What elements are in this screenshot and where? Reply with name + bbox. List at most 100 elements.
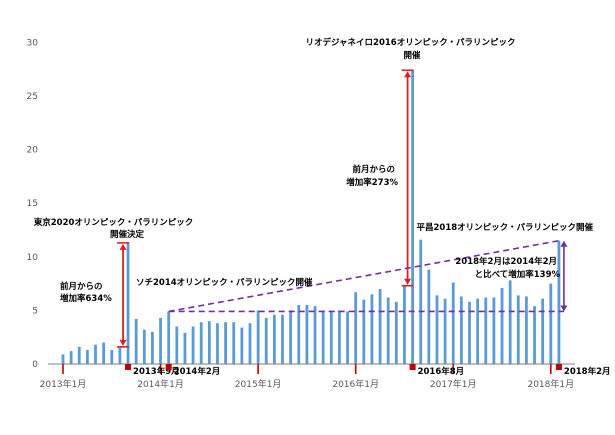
bar [370, 294, 374, 364]
bar [492, 297, 496, 364]
bar [167, 311, 171, 364]
bar [557, 240, 561, 364]
bar [297, 305, 301, 364]
bar [264, 317, 268, 364]
sochi-annotation: ソチ2014オリンピック・パラリンピック開催 [136, 277, 313, 288]
highlight-month-label: 2013年9月 [133, 366, 180, 377]
y-tick-label: 15 [27, 199, 38, 209]
highlight-marker [409, 364, 416, 370]
y-tick-label: 25 [27, 92, 38, 102]
bar [525, 296, 528, 364]
bar [240, 327, 244, 364]
increase-arrows [117, 69, 414, 348]
bar [289, 310, 293, 364]
tokyo-annotation-line-2: 開催決定 [110, 229, 145, 240]
bar [533, 306, 536, 364]
y-tick-label: 10 [27, 253, 39, 263]
pyeongchang-annotation: 平昌2018オリンピック・パラリンピック開催 [417, 222, 594, 233]
bar [427, 269, 431, 364]
x-tick-label: 2014年1月 [137, 378, 184, 390]
comparison-annotation: 2018年2月は2014年2月 と比べて増加率139% [455, 256, 560, 280]
bar [142, 329, 146, 364]
x-tick-label: 2013年1月 [40, 378, 87, 390]
bar [207, 321, 211, 364]
bar [126, 242, 130, 364]
bar [386, 297, 390, 364]
comparison-line-1: 2018年2月は2014年2月 [455, 256, 557, 267]
rio-increase-line-2: 増加率273% [346, 177, 398, 188]
tokyo-arrow-head-down [119, 339, 127, 346]
bar [459, 296, 463, 364]
bar [313, 306, 317, 364]
tokyo-increase-annotation: 前月からの 増加率634% [60, 281, 112, 304]
comparison-lines [168, 239, 568, 313]
comparison-arrow-head-down [560, 305, 568, 312]
bar [451, 282, 455, 364]
y-tick-label: 30 [27, 38, 39, 48]
bar [443, 298, 447, 364]
x-axis-ticks: 2013年1月 2014年1月 2015年1月 2016年1月 2017年1月 2018年… [40, 364, 574, 390]
x-tick-label: 2016年1月 [332, 378, 379, 390]
trend-dashed-line [168, 239, 560, 313]
bar [118, 346, 122, 364]
highlight-month-label: 2016年8月 [418, 366, 465, 377]
bar [272, 314, 276, 364]
bar-series [61, 70, 561, 364]
rio-annotation-line-1: リオデジャネイロ2016オリンピック・パラリンピック [305, 37, 515, 48]
bar [329, 311, 333, 364]
highlight-marker [555, 364, 562, 370]
bar [549, 283, 553, 364]
bar [183, 332, 187, 364]
comparison-line-2: と比べて増加率139% [475, 269, 561, 280]
bar [232, 322, 236, 364]
rio-increase-annotation: 前月からの 増加率273% [346, 164, 398, 188]
highlight-marker [125, 364, 132, 370]
highlight-marker [165, 364, 172, 370]
rio-annotation-line-2: 開催 [403, 50, 421, 61]
bar [69, 351, 73, 364]
tokyo-arrow-head-up [119, 243, 127, 250]
bar [110, 350, 114, 364]
tokyo-increase-line-2: 増加率634% [60, 293, 112, 304]
comparison-arrow-head-up [560, 240, 568, 247]
tokyo-annotation-line-1: 東京2020オリンピック・パラリンピック [34, 217, 194, 228]
bar [305, 305, 309, 364]
bar [435, 295, 439, 364]
bar [102, 342, 106, 364]
bar [338, 310, 341, 364]
bar [500, 287, 504, 364]
bar [394, 301, 398, 364]
bar [362, 299, 366, 364]
bar [321, 310, 325, 364]
bar [354, 292, 358, 364]
y-tick-label: 0 [32, 360, 38, 370]
tokyo-increase-line-1: 前月からの [60, 281, 103, 292]
bar [508, 280, 512, 364]
y-axis-ticks: 0 5 10 15 20 25 30 [27, 38, 39, 370]
bar [61, 354, 65, 364]
bar [191, 326, 195, 364]
bar [77, 346, 81, 364]
bar [419, 239, 423, 364]
bar [516, 295, 520, 364]
bar [403, 285, 406, 364]
bar [85, 350, 89, 364]
bar [199, 322, 203, 364]
bar [484, 297, 488, 364]
bar [159, 317, 162, 364]
bar [151, 331, 154, 364]
rio-arrow-head-down [404, 278, 412, 285]
tokyo-annotation: 東京2020オリンピック・パラリンピック 開催決定 [34, 217, 196, 240]
bar [175, 326, 179, 364]
rio-increase-line-1: 前月からの [353, 164, 396, 175]
bar [468, 301, 471, 364]
bar [378, 288, 382, 364]
bar [411, 70, 414, 364]
bar [224, 322, 227, 364]
bar [216, 323, 219, 364]
bar [256, 310, 260, 364]
bar [248, 323, 252, 364]
x-tick-label: 2018年1月 [527, 378, 574, 390]
x-tick-label: 2017年1月 [430, 378, 477, 390]
